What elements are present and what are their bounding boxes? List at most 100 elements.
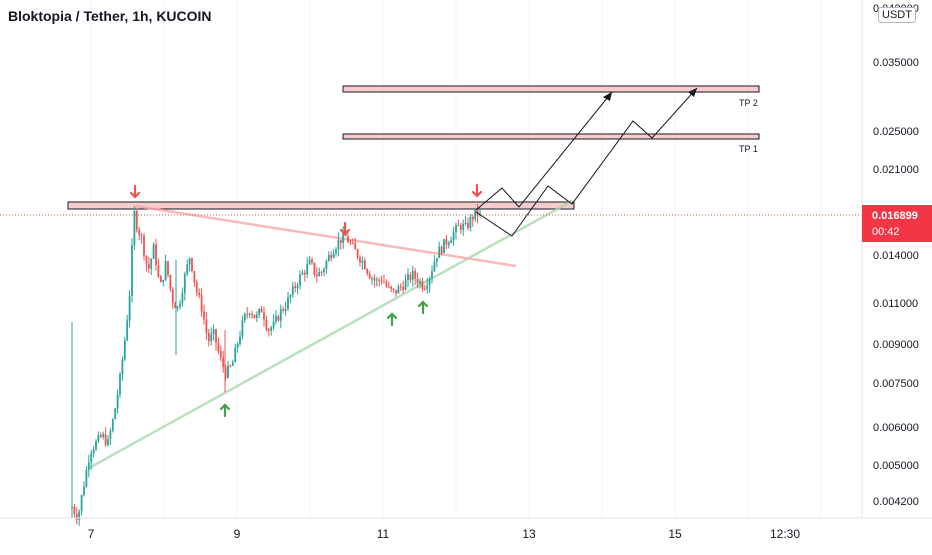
candle-body xyxy=(373,278,376,281)
candle-body xyxy=(267,329,270,331)
time-tick-label: 7 xyxy=(88,527,95,541)
tp2-zone xyxy=(342,85,760,93)
candle-body xyxy=(327,255,330,261)
candle-body xyxy=(270,327,273,331)
candle-body xyxy=(342,232,345,243)
candle-body xyxy=(282,309,285,311)
candle-body xyxy=(155,244,157,266)
support-trendline xyxy=(88,199,573,470)
green-arrow-icon xyxy=(219,403,231,418)
candle-body xyxy=(193,271,196,283)
candle-body xyxy=(469,216,472,229)
tp1-label: TP 1 xyxy=(739,144,758,154)
candle-body xyxy=(212,329,215,335)
candle-body xyxy=(222,357,225,368)
candle-body xyxy=(97,434,100,442)
candle-body xyxy=(119,374,121,395)
red-arrow-icon xyxy=(129,184,141,199)
candle-body xyxy=(114,408,117,420)
candle-body xyxy=(95,441,97,450)
markers xyxy=(129,183,483,418)
candle-body xyxy=(291,286,294,296)
candle-body xyxy=(227,365,229,378)
candle-body xyxy=(92,449,95,454)
time-axis[interactable]: 7 9 11 13 15 12:30 xyxy=(88,527,801,541)
resistance-zone xyxy=(67,201,575,210)
candle-body xyxy=(195,282,198,293)
candle-body xyxy=(253,314,256,318)
candle-body xyxy=(347,236,349,243)
price-tick-label: 0.005000 xyxy=(873,460,919,472)
candle-body xyxy=(87,462,90,470)
candle-body xyxy=(258,309,261,315)
candle-body xyxy=(414,271,417,279)
price-tick-label: 0.014000 xyxy=(873,250,919,262)
candle-body xyxy=(421,281,424,289)
candle-body xyxy=(435,258,438,262)
candle-body xyxy=(474,210,477,220)
candle-body xyxy=(335,249,337,254)
candle-body xyxy=(284,308,287,311)
candle-body xyxy=(339,239,342,243)
candle-body xyxy=(102,434,105,437)
time-tick-label: 13 xyxy=(522,527,536,541)
candle-body xyxy=(431,271,433,279)
price-tick-label: 0.025000 xyxy=(873,126,919,138)
candle-body xyxy=(397,286,400,294)
candle-body xyxy=(90,453,93,463)
candle-body xyxy=(251,313,253,315)
candle-body xyxy=(138,229,141,235)
candle-body xyxy=(356,249,359,258)
candle-body xyxy=(402,286,405,290)
candle-body xyxy=(428,278,431,286)
candle-body xyxy=(171,289,174,303)
candle-body xyxy=(131,245,133,296)
time-tick-label: 12:30 xyxy=(770,527,800,541)
candle-body xyxy=(203,311,205,320)
candle-body xyxy=(330,255,333,258)
currency-button[interactable]: USDT xyxy=(878,7,916,23)
candle-body xyxy=(135,211,138,230)
candle-body xyxy=(361,260,364,263)
candle-body xyxy=(210,334,213,342)
projection-path-2 xyxy=(475,87,698,237)
green-arrow-icon xyxy=(417,300,429,315)
candle-body xyxy=(325,261,328,270)
candle-body xyxy=(80,495,83,512)
candle-body xyxy=(459,225,462,230)
candle-body xyxy=(443,239,445,254)
candle-body xyxy=(323,269,325,273)
candle-body xyxy=(263,312,265,320)
candle-body xyxy=(471,216,474,220)
resistance-trendline xyxy=(134,204,517,268)
candle-body xyxy=(260,309,263,313)
candle-body xyxy=(378,279,381,281)
projection-path-1 xyxy=(475,91,613,211)
candle-body xyxy=(128,295,131,321)
candle-body xyxy=(126,320,129,341)
candle-body xyxy=(359,257,361,263)
candle-body xyxy=(159,276,162,283)
candle-body xyxy=(83,486,85,496)
candle-body xyxy=(311,259,313,263)
candle-body xyxy=(296,285,299,288)
candle-body xyxy=(301,272,304,275)
candle-body xyxy=(416,278,419,284)
red-arrow-icon xyxy=(471,183,483,198)
candle-body xyxy=(104,434,107,445)
candle-body xyxy=(433,261,436,272)
candle-body xyxy=(191,258,193,271)
candle-body xyxy=(419,281,421,284)
arrowhead-2 xyxy=(688,88,697,97)
candle-body xyxy=(320,271,323,273)
candle-body xyxy=(279,309,282,321)
candle-body xyxy=(395,289,397,294)
candle-body xyxy=(179,303,181,307)
candle-body xyxy=(277,316,280,321)
candle-body xyxy=(107,438,109,445)
candle-body xyxy=(243,313,246,321)
candle-body xyxy=(198,292,201,296)
